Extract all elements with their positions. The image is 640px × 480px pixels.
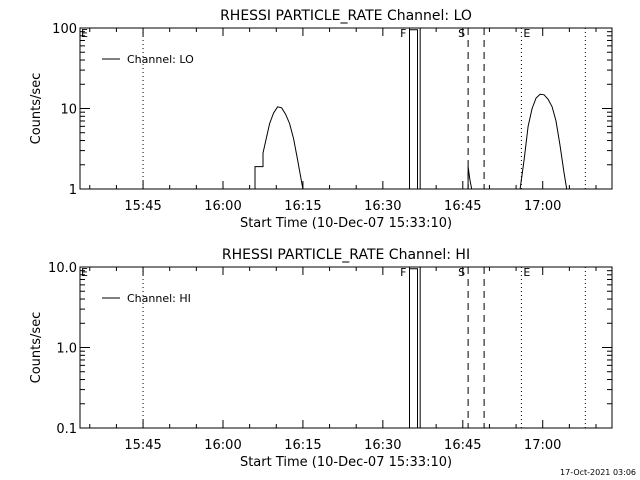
x-tick-label: 16:30 <box>364 438 401 453</box>
legend-label: Channel: LO <box>127 53 194 66</box>
y-tick-label: 0.1 <box>56 422 77 437</box>
chart-panel-1: RHESSI PARTICLE_RATE Channel: LO Counts/s… <box>29 8 613 231</box>
x-tick-label: 16:45 <box>444 199 481 214</box>
annotation-label: F <box>400 27 406 40</box>
x-tick-label: 16:45 <box>444 438 481 453</box>
y-tick-label: 100 <box>52 22 77 37</box>
x-axis-label: Start Time (10-Dec-07 15:33:10) <box>240 216 452 231</box>
chart-title: RHESSI PARTICLE_RATE Channel: HI <box>222 247 470 263</box>
chart-panel-2: RHESSI PARTICLE_RATE Channel: HI Counts/s… <box>29 247 613 470</box>
annotation-label: E <box>81 27 88 40</box>
x-tick-label: 17:00 <box>524 438 561 453</box>
annotation-label: S <box>458 27 465 40</box>
annotation-label: S <box>458 266 465 279</box>
x-tick-label: 15:45 <box>124 438 161 453</box>
x-tick-label: 16:00 <box>204 438 241 453</box>
x-tick-label: 17:00 <box>524 199 561 214</box>
timestamp-footer: 17-Oct-2021 03:06 <box>560 468 636 477</box>
x-axis-label: Start Time (10-Dec-07 15:33:10) <box>240 455 452 470</box>
annotation-label: E <box>81 266 88 279</box>
series-line-channel-hi <box>409 268 418 428</box>
annotation-label: F <box>400 266 406 279</box>
series-line-channel-lo <box>254 29 568 190</box>
y-axis-label: Counts/sec <box>29 312 44 384</box>
chart-title: RHESSI PARTICLE_RATE Channel: LO <box>220 8 472 24</box>
y-tick-label: 10 <box>60 103 77 118</box>
x-tick-label: 16:15 <box>284 438 321 453</box>
x-tick-label: 16:30 <box>364 199 401 214</box>
x-tick-label: 15:45 <box>124 199 161 214</box>
y-tick-label: 1 <box>69 183 77 198</box>
y-tick-label: 1.0 <box>56 342 77 357</box>
x-tick-label: 16:00 <box>204 199 241 214</box>
annotation-label: E <box>523 266 530 279</box>
x-tick-label: 16:15 <box>284 199 321 214</box>
annotation-label: E <box>523 27 530 40</box>
y-axis-label: Counts/sec <box>29 73 44 145</box>
y-tick-label: 10.0 <box>48 261 77 276</box>
legend-label: Channel: HI <box>127 292 191 305</box>
